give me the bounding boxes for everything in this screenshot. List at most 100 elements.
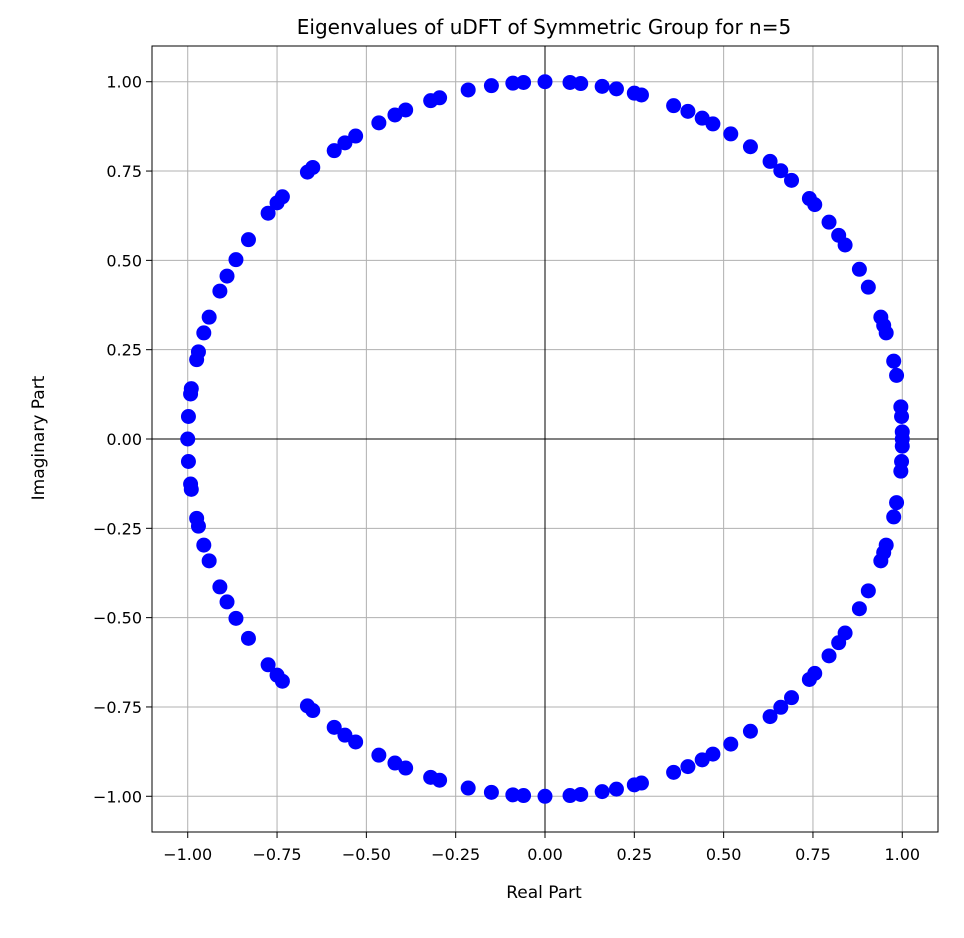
data-point bbox=[240, 630, 256, 646]
y-axis-ticks: −1.00 −0.75 −0.50 −0.25 0.00 0.25 0.50 0.75 1.00 bbox=[93, 73, 152, 806]
data-point bbox=[762, 153, 778, 169]
x-tick-label: 0.25 bbox=[617, 845, 653, 864]
y-tick-label: 1.00 bbox=[106, 73, 142, 92]
data-point bbox=[666, 98, 682, 114]
y-tick-label: 0.00 bbox=[106, 430, 142, 449]
data-point bbox=[337, 135, 353, 151]
x-tick-label: −0.25 bbox=[431, 845, 480, 864]
data-point bbox=[269, 195, 285, 211]
data-point bbox=[483, 784, 499, 800]
data-point bbox=[460, 780, 476, 796]
data-point bbox=[821, 648, 837, 664]
data-point bbox=[516, 74, 532, 90]
data-point bbox=[608, 781, 624, 797]
data-point bbox=[773, 163, 789, 179]
data-point bbox=[326, 719, 342, 735]
data-point bbox=[201, 553, 217, 569]
data-point bbox=[573, 76, 589, 92]
y-tick-label: −0.25 bbox=[93, 519, 142, 538]
data-point bbox=[807, 665, 823, 681]
data-point bbox=[505, 787, 521, 803]
data-point bbox=[773, 699, 789, 715]
data-point bbox=[821, 214, 837, 230]
data-point bbox=[878, 537, 894, 553]
data-point bbox=[878, 325, 894, 341]
data-point bbox=[219, 268, 235, 284]
data-point bbox=[337, 727, 353, 743]
x-axis-label: Real Part bbox=[506, 883, 582, 903]
data-point bbox=[348, 128, 364, 144]
data-point bbox=[723, 736, 739, 752]
data-point bbox=[299, 164, 315, 180]
data-point bbox=[837, 237, 853, 253]
data-point bbox=[483, 78, 499, 94]
data-point bbox=[212, 579, 228, 595]
data-point bbox=[180, 431, 196, 447]
y-tick-label: −1.00 bbox=[93, 787, 142, 806]
data-point bbox=[851, 601, 867, 617]
data-point bbox=[260, 657, 276, 673]
data-point bbox=[762, 709, 778, 725]
x-tick-label: −0.50 bbox=[342, 845, 391, 864]
x-tick-label: 0.75 bbox=[795, 845, 831, 864]
data-point bbox=[537, 74, 553, 90]
data-point bbox=[705, 116, 721, 132]
data-point bbox=[573, 786, 589, 802]
data-point bbox=[269, 667, 285, 683]
data-point bbox=[807, 197, 823, 213]
reference-lines bbox=[152, 46, 938, 832]
data-point bbox=[680, 759, 696, 775]
data-point bbox=[460, 82, 476, 98]
data-point bbox=[886, 353, 902, 369]
data-point bbox=[608, 81, 624, 97]
data-point bbox=[633, 775, 649, 791]
data-point bbox=[240, 232, 256, 248]
data-point bbox=[326, 143, 342, 159]
data-point bbox=[196, 325, 212, 341]
data-point bbox=[189, 510, 205, 526]
chart-title: Eigenvalues of uDFT of Symmetric Group f… bbox=[297, 15, 791, 39]
data-point bbox=[784, 172, 800, 188]
y-tick-label: −0.75 bbox=[93, 698, 142, 717]
data-points bbox=[180, 74, 910, 804]
y-tick-label: 0.25 bbox=[106, 341, 142, 360]
data-point bbox=[189, 352, 205, 368]
data-point bbox=[348, 734, 364, 750]
x-tick-label: 1.00 bbox=[884, 845, 920, 864]
data-point bbox=[666, 764, 682, 780]
x-axis-ticks: −1.00 −0.75 −0.50 −0.25 0.00 0.25 0.50 0.75 1.00 bbox=[163, 832, 920, 864]
data-point bbox=[505, 75, 521, 91]
data-point bbox=[894, 438, 910, 454]
data-point bbox=[784, 690, 800, 706]
data-point bbox=[705, 746, 721, 762]
data-point bbox=[423, 93, 439, 109]
data-point bbox=[537, 788, 553, 804]
data-point bbox=[742, 139, 758, 155]
data-point bbox=[387, 107, 403, 123]
data-point bbox=[180, 408, 196, 424]
data-point bbox=[723, 126, 739, 142]
data-point bbox=[201, 309, 217, 325]
data-point bbox=[889, 495, 905, 511]
data-point bbox=[423, 769, 439, 785]
data-point bbox=[180, 454, 196, 470]
y-tick-label: −0.50 bbox=[93, 609, 142, 628]
x-tick-label: 0.00 bbox=[527, 845, 563, 864]
data-point bbox=[894, 454, 910, 470]
data-point bbox=[889, 367, 905, 383]
data-point bbox=[680, 103, 696, 119]
data-point bbox=[371, 747, 387, 763]
data-point bbox=[851, 261, 867, 277]
x-tick-label: −1.00 bbox=[163, 845, 212, 864]
data-point bbox=[212, 283, 228, 299]
data-point bbox=[516, 788, 532, 804]
data-point bbox=[371, 115, 387, 131]
y-axis-label: Imaginary Part bbox=[29, 375, 49, 500]
data-point bbox=[299, 698, 315, 714]
data-point bbox=[837, 625, 853, 641]
data-point bbox=[228, 252, 244, 268]
data-point bbox=[894, 424, 910, 440]
y-tick-label: 0.50 bbox=[106, 251, 142, 270]
data-point bbox=[894, 408, 910, 424]
